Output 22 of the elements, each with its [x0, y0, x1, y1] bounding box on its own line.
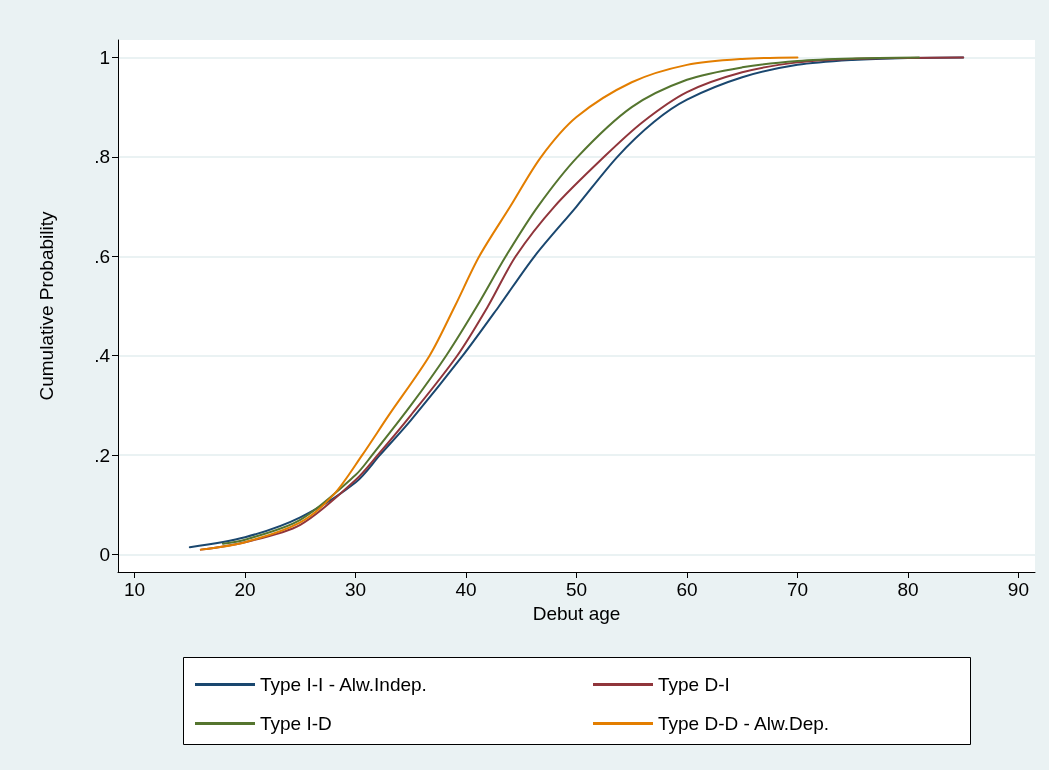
y-tick-label: .6 [94, 245, 110, 267]
y-axis-title: Cumulative Probability [36, 210, 57, 401]
line-series [199, 56, 799, 551]
y-tick-label: 1 [99, 46, 110, 68]
legend-label: Type I-D [260, 713, 332, 734]
x-tick-label: 90 [1007, 579, 1029, 600]
x-tick-label: 60 [676, 579, 698, 600]
x-tick-label: 50 [565, 579, 588, 600]
legend-label: Type D-I [658, 674, 730, 695]
y-tick-label: .8 [94, 146, 110, 168]
x-tick-label: 20 [234, 579, 256, 600]
x-tick-label: 70 [786, 579, 809, 600]
x-axis-title: Debut age [532, 603, 621, 624]
x-tick-label: 30 [344, 579, 367, 600]
y-tick-label: .4 [94, 345, 111, 367]
x-tick-label: 80 [897, 579, 919, 600]
y-tick-label: 0 [99, 544, 110, 566]
x-tick-label: 40 [455, 579, 477, 600]
legend-label: Type D-D - Alw.Dep. [658, 713, 830, 734]
x-tick-label: 10 [124, 579, 146, 600]
y-tick-label: .2 [94, 444, 110, 466]
legend-label: Type I-I - Alw.Indep. [260, 674, 427, 695]
